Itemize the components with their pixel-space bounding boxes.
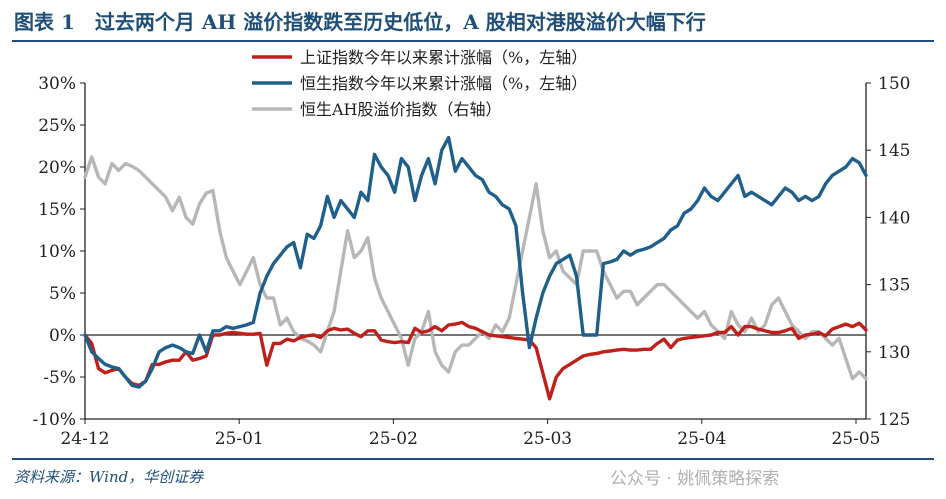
legend-label: 恒生指数今年以来累计涨幅（%，左轴） <box>300 74 587 93</box>
series-line-0 <box>83 320 868 401</box>
x-tick-label: 25-05 <box>831 429 880 449</box>
x-tick-label: 25-01 <box>215 429 264 449</box>
left-tick-label: 20% <box>38 158 76 178</box>
left-tick-label: -10% <box>32 410 76 430</box>
figure-title: 图表 1 过去两个月 AH 溢价指数跌至历史低位，A 股相对港股溢价大幅下行 <box>14 10 706 34</box>
x-tick-label: 25-04 <box>677 429 726 449</box>
left-tick-label: 0% <box>49 326 76 346</box>
x-tick-label: 25-03 <box>523 429 572 449</box>
right-tick-label: 145 <box>878 141 910 161</box>
legend-label: 上证指数今年以来累计涨幅（%，左轴） <box>300 48 587 67</box>
right-tick-label: 130 <box>878 343 910 363</box>
series-line-2 <box>83 155 868 381</box>
left-tick-label: -5% <box>43 368 76 388</box>
source-note: 资料来源：Wind，华创证券 <box>14 468 204 486</box>
left-tick-label: 10% <box>38 242 76 262</box>
legend-label: 恒生AH股溢价指数（右轴） <box>300 100 502 119</box>
x-tick-label: 25-02 <box>369 429 418 449</box>
right-tick-label: 125 <box>878 410 910 430</box>
watermark: 公众号 · 姚佩策略探索 <box>610 469 780 489</box>
right-tick-label: 150 <box>878 74 910 94</box>
left-tick-label: 30% <box>38 74 76 94</box>
left-tick-label: 5% <box>49 284 76 304</box>
right-tick-label: 135 <box>878 276 910 296</box>
footer-rule <box>12 458 934 460</box>
x-tick-label: 24-12 <box>60 429 109 449</box>
right-tick-label: 140 <box>878 208 910 228</box>
series-line-1 <box>83 135 868 389</box>
left-tick-label: 25% <box>38 116 76 136</box>
title-rule <box>12 40 934 42</box>
left-tick-label: 15% <box>38 200 76 220</box>
